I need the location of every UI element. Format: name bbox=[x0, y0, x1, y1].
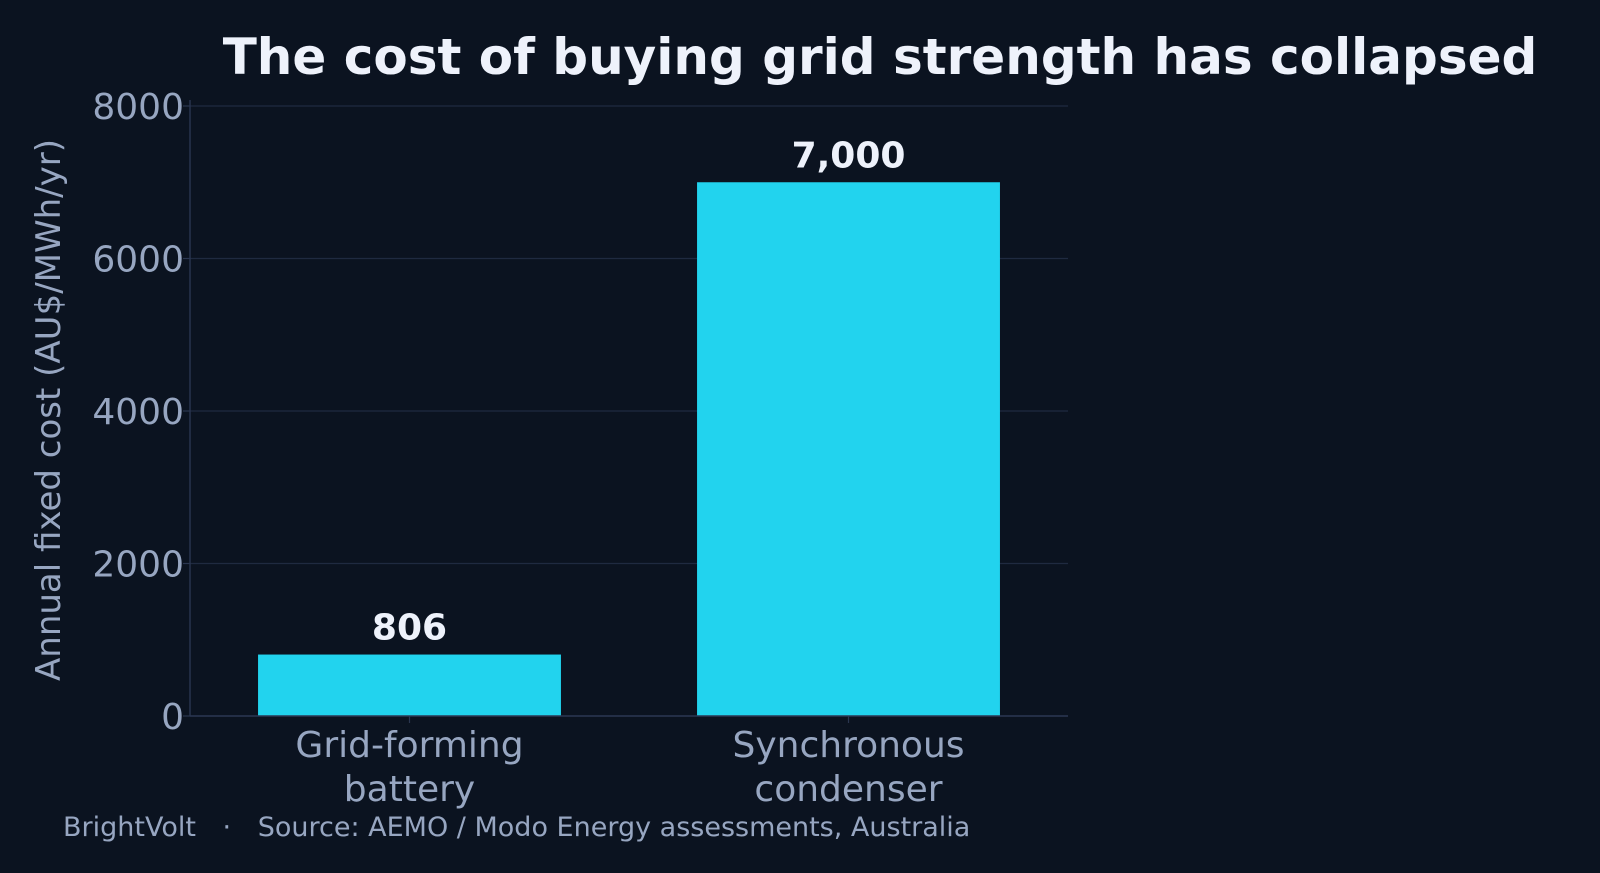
y-tick-label: 2000 bbox=[92, 545, 184, 586]
data-label: 7,000 bbox=[792, 135, 906, 176]
x-tick-label-line: condenser bbox=[754, 769, 942, 810]
data-labels: 806 7,000 bbox=[372, 135, 906, 648]
footer-source: Source: AEMO / Modo Energy assessments, … bbox=[258, 812, 971, 843]
x-tick-label-line: Grid-forming bbox=[295, 725, 523, 766]
x-tick-labels: Grid-forming battery Synchronous condenser bbox=[295, 725, 964, 810]
x-tick-label: Grid-forming battery bbox=[295, 725, 523, 810]
x-tick-label-line: battery bbox=[344, 769, 475, 810]
data-label: 806 bbox=[372, 608, 447, 649]
y-tick-labels: 0 2000 4000 6000 8000 bbox=[92, 87, 184, 738]
y-tick-label: 8000 bbox=[92, 87, 184, 128]
bar bbox=[697, 182, 1000, 716]
bar bbox=[258, 654, 561, 716]
y-axis-title: Annual fixed cost (AU$/MWh/yr) bbox=[29, 139, 69, 681]
footer-separator: · bbox=[223, 812, 232, 843]
source-footer: BrightVolt · Source: AEMO / Modo Energy … bbox=[63, 812, 970, 843]
y-tick-label: 4000 bbox=[92, 392, 184, 433]
axes bbox=[183, 100, 1068, 723]
x-tick-label-line: Synchronous bbox=[732, 725, 964, 766]
chart-title: The cost of buying grid strength has col… bbox=[223, 28, 1538, 86]
y-tick-label: 0 bbox=[161, 697, 184, 738]
y-tick-label: 6000 bbox=[92, 240, 184, 281]
x-tick-label: Synchronous condenser bbox=[732, 725, 964, 810]
footer-brand: BrightVolt bbox=[63, 812, 196, 843]
bars bbox=[258, 182, 1000, 716]
